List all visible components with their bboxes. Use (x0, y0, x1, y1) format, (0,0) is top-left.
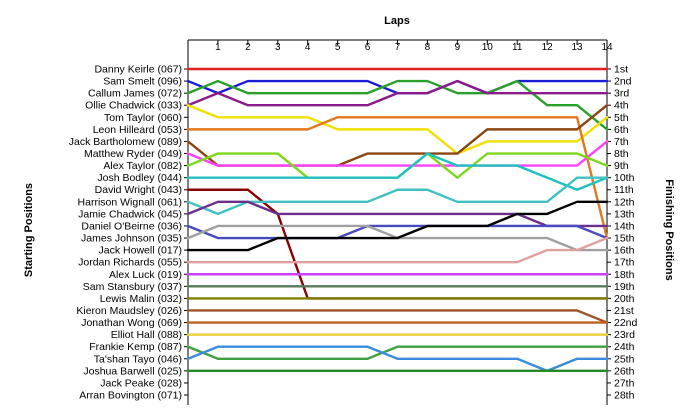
finishing-position-label: 5th (614, 112, 629, 124)
finishing-position-label: 14th (614, 220, 635, 232)
finishing-position-label: 2nd (614, 76, 632, 88)
x-tick-label: 7 (395, 42, 401, 53)
starting-position-label: Jamie Chadwick (045) (78, 208, 182, 220)
finishing-position-label: 1st (614, 64, 628, 76)
finishing-position-label: 4th (614, 100, 629, 112)
finishing-position-label: 3rd (614, 88, 629, 100)
starting-position-label: Ta'shan Tayo (046) (94, 353, 182, 365)
starting-position-label: Josh Bodley (044) (97, 172, 182, 184)
series-line-11 (186, 188, 609, 300)
series-line-5 (186, 104, 609, 155)
series-line-16 (186, 200, 609, 252)
series-line-24 (186, 345, 609, 360)
x-tick-label: 4 (305, 42, 311, 53)
starting-position-label: Harrison Wignall (061) (78, 196, 182, 208)
starting-position-label: Matthew Ryder (049) (84, 148, 182, 160)
finishing-position-label: 18th (614, 269, 635, 281)
starting-position-label: Jack Peake (028) (100, 377, 182, 389)
finishing-position-label: 9th (614, 160, 629, 172)
x-tick-label: 10 (482, 42, 494, 53)
x-tick-label: 9 (455, 42, 461, 53)
finishing-position-label: 25th (614, 353, 635, 365)
finishing-position-label: 15th (614, 233, 635, 245)
x-tick-label: 11 (512, 42, 523, 53)
starting-position-label: Jonathan Wong (069) (81, 317, 182, 329)
starting-position-label: Alex Luck (019) (109, 269, 182, 281)
series-line-4 (186, 79, 609, 107)
starting-position-label: David Wright (043) (95, 184, 182, 196)
finishing-position-label: 10th (614, 172, 635, 184)
x-tick-label: 2 (245, 42, 251, 53)
finishing-position-label: 24th (614, 341, 635, 353)
finishing-position-label: 12th (614, 196, 635, 208)
x-tick-label: 14 (601, 42, 613, 53)
starting-position-label: Sam Stansbury (037) (83, 281, 182, 293)
chart-title: Laps (384, 15, 410, 27)
x-tick-label: 8 (425, 42, 431, 53)
finishing-position-label: 11th (614, 184, 634, 196)
series-line-17 (186, 236, 609, 264)
finishing-position-label: 17th (614, 257, 635, 269)
series-line-7 (186, 104, 609, 167)
starting-position-label: Joshua Barwell (025) (83, 365, 182, 377)
series-line-2 (186, 79, 609, 95)
starting-position-label: Frankie Kemp (087) (89, 341, 182, 353)
series-line-8 (186, 140, 609, 167)
finishing-position-label: 22nd (614, 317, 638, 329)
starting-position-label: Ollie Chadwick (033) (85, 100, 182, 112)
x-tick-label: 13 (572, 42, 584, 53)
starting-position-label: Lewis Malin (032) (100, 293, 182, 305)
finishing-position-label: 26th (614, 365, 635, 377)
finishing-position-label: 23rd (614, 329, 635, 341)
finishing-position-label: 16th (614, 245, 635, 257)
starting-position-label: Tom Taylor (060) (104, 112, 182, 124)
x-tick-label: 6 (365, 42, 371, 53)
starting-position-label: Jack Howell (017) (99, 245, 182, 257)
finishing-position-label: 27th (614, 377, 635, 389)
starting-position-label: James Johnson (035) (81, 233, 182, 245)
starting-position-label: Jordan Richards (055) (78, 257, 182, 269)
series-line-12 (186, 176, 609, 216)
x-tick-label: 12 (542, 42, 554, 53)
starting-position-label: Danny Keirle (067) (94, 64, 182, 76)
starting-position-label: Daniel O'Beirne (036) (81, 220, 182, 232)
starting-position-label: Elliot Hall (088) (111, 329, 182, 341)
series-line-25 (186, 345, 609, 373)
series-line-14 (186, 224, 609, 240)
series-line-10 (186, 152, 609, 191)
series-line-6 (186, 116, 609, 240)
starting-position-label: Callum James (072) (88, 88, 182, 100)
finishing-position-label: 6th (614, 124, 629, 136)
starting-position-label: Sam Smelt (096) (103, 76, 182, 88)
x-tick-label: 5 (335, 42, 341, 53)
starting-position-label: Alex Taylor (082) (103, 160, 182, 172)
starting-position-label: Jack Bartholomew (089) (69, 136, 182, 148)
finishing-position-label: 28th (614, 390, 635, 402)
x-tick-label: 3 (275, 42, 281, 53)
finishing-position-label: 21st (614, 305, 634, 317)
finishing-position-label: 19th (614, 281, 635, 293)
starting-position-label: Arran Bovington (071) (79, 390, 182, 402)
finishing-position-label: 7th (614, 136, 629, 148)
finishing-position-label: 20th (614, 293, 635, 305)
starting-position-label: Kieron Maudsley (026) (76, 305, 182, 317)
starting-position-label: Leon Hilleard (053) (93, 124, 182, 136)
y-axis-label-left: Starting Positions (23, 183, 35, 277)
finishing-position-label: 8th (614, 148, 629, 160)
series-line-3 (186, 79, 609, 131)
series-line-13 (186, 200, 609, 228)
finishing-position-label: 13th (614, 208, 635, 220)
y-axis-label-right: Finishing Positions (663, 179, 675, 280)
x-tick-label: 1 (215, 42, 221, 53)
series-line-21 (186, 309, 609, 324)
